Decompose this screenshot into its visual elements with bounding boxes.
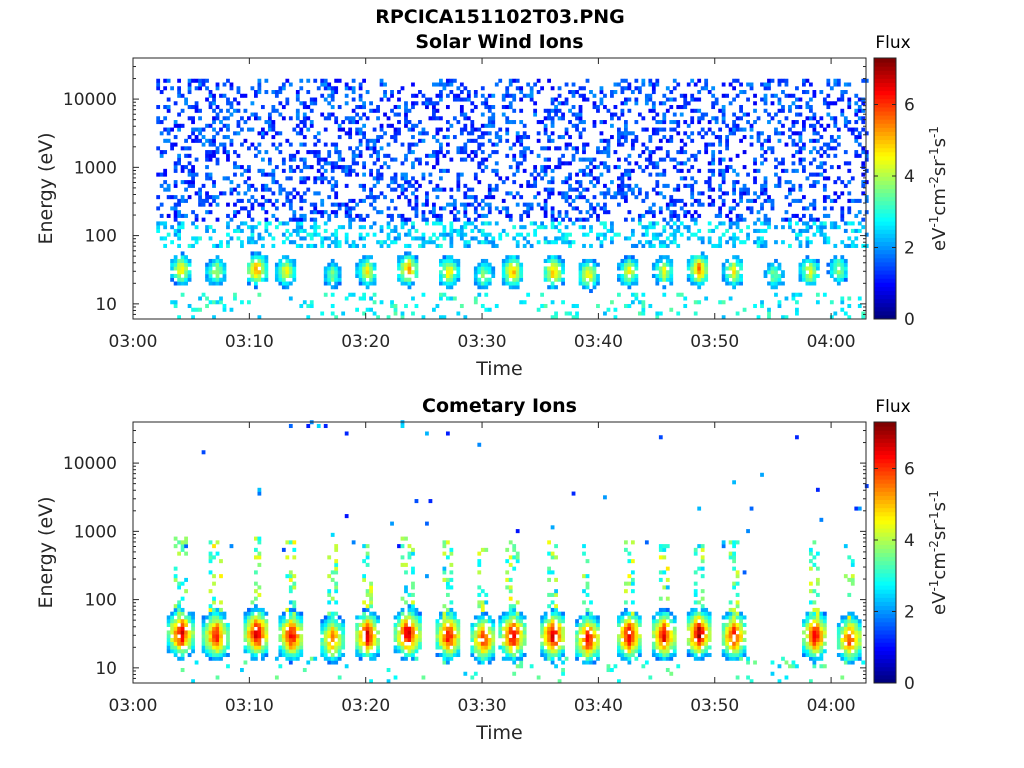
colorbar-unit-label: eV-1cm-2sr-1s-1 [927, 490, 950, 615]
x-axis-label: Time [475, 358, 523, 380]
y-axis-label: Energy (eV) [35, 132, 57, 244]
panel-title: Cometary Ions [422, 395, 577, 417]
colorbar-unit-label: eV-1cm-2sr-1s-1 [927, 126, 950, 251]
x-axis-label: Time [475, 722, 523, 744]
panel-title: Solar Wind Ions [415, 31, 583, 53]
y-tick-label: 100 [85, 227, 117, 247]
colorbar-tick-label: 6 [904, 95, 915, 115]
colorbar-frame [873, 421, 897, 684]
spectrogram-cells [156, 78, 869, 320]
colorbar-title: Flux [875, 397, 910, 417]
x-tick-label: 04:00 [807, 332, 856, 352]
colorbar-tick-label: 2 [904, 602, 915, 622]
panel-2: Cometary Ions 03:00 03:10 03:20 03:30 03:40 03… [35, 395, 950, 744]
x-tick-label: 04:00 [807, 696, 856, 716]
y-tick-label: 1000 [74, 522, 117, 542]
x-tick-label: 03:10 [225, 332, 274, 352]
colorbar-frame [873, 57, 897, 320]
figure-title: RPCICA151102T03.PNG [375, 6, 625, 28]
y-tick-label: 10000 [63, 90, 117, 110]
colorbar: 0 2 4 6 Flux eV-1cm-2sr-1s-1 [873, 397, 950, 694]
colorbar-title: Flux [875, 33, 910, 53]
spectrogram-cells [166, 420, 869, 684]
y-tick-label: 100 [85, 591, 117, 611]
colorbar-tick-label: 0 [904, 674, 915, 694]
axes-frame [132, 57, 867, 320]
x-tick-label: 03:50 [690, 696, 739, 716]
x-tick-label: 03:30 [458, 332, 507, 352]
x-tick-label: 03:00 [109, 696, 158, 716]
x-tick-label: 03:20 [341, 332, 390, 352]
colorbar-tick-label: 0 [904, 310, 915, 330]
y-tick-label: 10000 [63, 454, 117, 474]
colorbar-tick-label: 4 [904, 167, 915, 187]
y-axis-label: Energy (eV) [35, 496, 57, 608]
x-tick-label: 03:00 [109, 332, 158, 352]
x-tick-label: 03:20 [341, 696, 390, 716]
colorbar: 0 2 4 6 Flux eV-1cm-2sr-1s-1 [873, 33, 950, 330]
colorbar-tick-label: 2 [904, 238, 915, 258]
x-tick-label: 03:40 [574, 696, 623, 716]
y-tick-label: 10 [95, 659, 117, 679]
x-tick-label: 03:10 [225, 696, 274, 716]
x-tick-label: 03:40 [574, 332, 623, 352]
colorbar-tick-label: 6 [904, 459, 915, 479]
x-tick-label: 03:30 [458, 696, 507, 716]
y-tick-label: 10 [95, 295, 117, 315]
panel-1: Solar Wind Ions 03:00 03:10 03:20 03:30 03:40… [35, 31, 950, 380]
x-tick-label: 03:50 [690, 332, 739, 352]
y-tick-label: 1000 [74, 158, 117, 178]
colorbar-tick-label: 4 [904, 531, 915, 551]
axes-frame [132, 421, 867, 684]
